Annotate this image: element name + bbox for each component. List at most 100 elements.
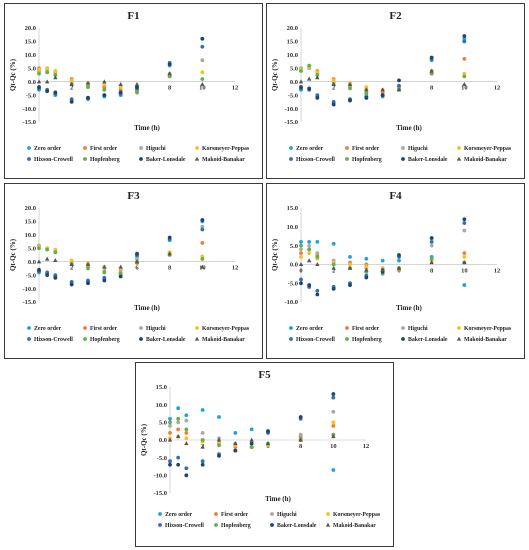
legend-label: Hopfenberg [90, 157, 120, 163]
data-point-hixson-crowell [462, 39, 467, 44]
legend-label: Hixson-Crowell [296, 157, 335, 163]
legend-label: Korsmeyer-Peppas [202, 146, 250, 152]
x-tick-label: 2 [332, 85, 335, 92]
y-tick-label: 5.0 [28, 65, 36, 72]
x-tick-label: 12 [232, 265, 239, 272]
y-tick-label: -5.0 [26, 92, 36, 99]
legend-item: Hopfenberg [214, 523, 251, 529]
data-point-first-order [176, 427, 181, 432]
legend-marker [214, 512, 218, 516]
data-point-makoid-banakar [265, 441, 271, 446]
data-point-makoid-banakar [462, 82, 467, 86]
data-point-makoid-banakar [396, 87, 402, 92]
legend-marker [27, 157, 31, 161]
data-point-baker-lonsdale [45, 273, 50, 278]
data-point-first-order [168, 431, 172, 435]
legend-label: Hixson-Crowell [165, 523, 204, 529]
data-point-baker-lonsdale [200, 218, 205, 222]
data-point-higuchi [176, 420, 181, 425]
legend-marker [194, 156, 200, 161]
data-point-makoid-banakar [36, 79, 42, 84]
x-axis-label: Time (h) [134, 304, 160, 312]
data-point-higuchi [135, 257, 139, 261]
legend-label: Hopfenberg [221, 523, 251, 529]
data-point-baker-lonsdale [299, 85, 303, 89]
data-point-makoid-banakar [44, 79, 50, 84]
legend-item: Zero order [27, 326, 62, 332]
chart-title: F4 [389, 190, 402, 202]
y-tick-label: 5.0 [290, 65, 298, 72]
x-tick-label: 0 [299, 267, 302, 274]
data-point-makoid-banakar [380, 87, 385, 92]
legend-marker [457, 146, 461, 150]
legend-marker [401, 157, 405, 161]
y-tick-label: 5.0 [28, 245, 36, 252]
data-point-baker-lonsdale [168, 462, 172, 467]
data-point-makoid-banakar [233, 441, 238, 446]
data-point-baker-lonsdale [53, 90, 58, 95]
data-point-baker-lonsdale [266, 429, 270, 434]
legend-item: Korsmeyer-Peppas [457, 326, 512, 332]
data-point-makoid-banakar [53, 257, 58, 262]
legend-item: Hixson-Crowell [158, 523, 204, 529]
data-point-baker-lonsdale [86, 95, 90, 100]
y-axis-label: Qt-Qc (%) [271, 58, 279, 91]
data-point-hopfenberg [118, 271, 123, 276]
x-tick-label: 12 [232, 85, 239, 92]
x-axis-label: Time (h) [134, 124, 160, 132]
data-point-baker-lonsdale [102, 93, 107, 98]
data-point-makoid-banakar [331, 434, 336, 439]
data-point-hopfenberg [167, 74, 172, 79]
data-point-hopfenberg [86, 266, 90, 271]
data-point-baker-lonsdale [348, 98, 352, 103]
data-point-higuchi [462, 228, 467, 233]
legend-label: Hixson-Crowell [34, 337, 73, 343]
data-point-korsmeyer-peppas [331, 78, 336, 83]
y-tick-label: 10.0 [25, 232, 36, 239]
data-point-baker-lonsdale [331, 102, 336, 107]
data-point-makoid-banakar [298, 79, 304, 84]
data-point-makoid-banakar [380, 267, 385, 272]
data-point-first-order [200, 241, 205, 245]
data-point-hopfenberg [348, 86, 352, 91]
data-point-makoid-banakar [167, 437, 173, 442]
legend-marker [195, 326, 199, 330]
legend-item: Korsmeyer-Peppas [195, 326, 250, 332]
data-point-higuchi [429, 243, 434, 248]
legend-item: Higuchi [401, 326, 428, 332]
chart-title: F2 [389, 10, 402, 22]
legend-label: Korsmeyer-Peppas [464, 146, 512, 152]
legend-item: Baker-Lonsdale [270, 523, 317, 529]
data-point-hixson-crowell [102, 275, 107, 280]
data-point-makoid-banakar [102, 79, 107, 84]
data-point-korsmeyer-peppas [200, 254, 205, 259]
data-point-hixson-crowell [176, 455, 181, 460]
legend-marker [456, 336, 462, 341]
data-point-korsmeyer-peppas [315, 70, 320, 75]
data-point-baker-lonsdale [307, 283, 312, 287]
legend-marker [401, 146, 405, 150]
data-point-makoid-banakar [134, 82, 140, 86]
legend-item: Korsmeyer-Peppas [326, 512, 381, 518]
data-point-korsmeyer-peppas [364, 264, 369, 269]
y-tick-label: 10.0 [287, 52, 298, 59]
legend-marker [270, 512, 274, 516]
data-point-hopfenberg [184, 427, 189, 432]
data-point-baker-lonsdale [200, 36, 205, 41]
legend-marker [139, 146, 143, 150]
x-tick-label: 10 [199, 85, 206, 92]
data-point-hopfenberg [86, 85, 90, 89]
legend-marker [83, 157, 87, 161]
legend-marker [83, 326, 87, 330]
data-point-higuchi [168, 423, 172, 428]
data-point-zero-order [462, 283, 467, 287]
data-point-zero-order [217, 415, 221, 419]
legend-item: First order [214, 512, 249, 518]
legend-item: Baker-Lonsdale [139, 337, 186, 343]
data-point-makoid-banakar [315, 75, 320, 80]
chart-svg: F120.015.010.05.00.0-5.0-10.0-15.0246810… [9, 10, 250, 163]
data-point-first-order [462, 56, 467, 61]
data-point-makoid-banakar [462, 260, 467, 265]
legend-label: Higuchi [146, 146, 166, 152]
legend-label: Higuchi [146, 326, 166, 332]
